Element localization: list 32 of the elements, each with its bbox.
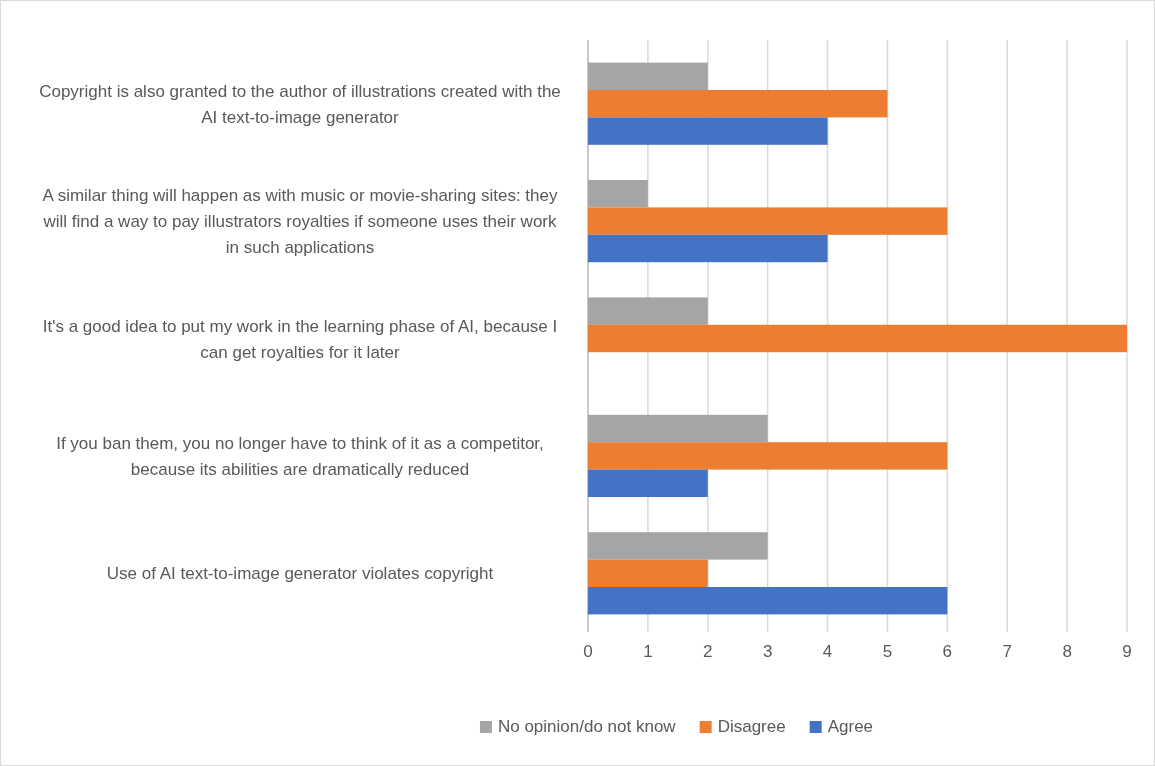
bar xyxy=(588,442,948,470)
bar xyxy=(588,207,948,235)
x-tick-label: 4 xyxy=(822,642,833,661)
bar xyxy=(588,234,828,263)
bar xyxy=(588,297,708,325)
x-tick-label: 5 xyxy=(882,642,893,661)
x-tick-label: 1 xyxy=(643,642,653,661)
y-tick-label: Use of AI text-to-image generator violates copyright xyxy=(106,564,494,584)
bar xyxy=(588,90,888,118)
bar xyxy=(588,469,708,497)
bar xyxy=(588,117,828,145)
bar xyxy=(588,414,768,443)
legend-label: No opinion/do not know xyxy=(497,717,677,736)
y-tick-label: A similar thing will happen as with music or movie-sharing sites: they will find a way to pay illustrators royalties if someone uses their work in such applications xyxy=(42,186,558,258)
x-tick-label: 0 xyxy=(583,642,593,661)
bar xyxy=(588,559,708,587)
x-tick-label: 6 xyxy=(942,642,953,661)
x-tick-label: 8 xyxy=(1062,642,1072,661)
legend-label: Agree xyxy=(827,717,874,736)
x-tick-label: 3 xyxy=(762,642,773,661)
bar xyxy=(588,62,708,90)
bar xyxy=(588,180,648,208)
y-tick-label: If you ban them, you no longer have to think of it as a competitor, because its abilities are dramatically reduced xyxy=(56,433,544,479)
bar xyxy=(588,532,768,560)
x-tick-label: 9 xyxy=(1122,642,1132,661)
legend-label: Disagree xyxy=(717,717,786,736)
bar xyxy=(588,324,1127,353)
x-tick-label: 7 xyxy=(1002,642,1012,661)
x-tick-label: 2 xyxy=(703,642,713,661)
y-tick-label: Copyright is also granted to the author of illustrations created with the AI text-to-image generator xyxy=(39,81,561,127)
y-tick-label: It's a good idea to put my work in the learning phase of AI, because I can get royalties for it later xyxy=(42,316,558,362)
bar xyxy=(588,587,948,615)
